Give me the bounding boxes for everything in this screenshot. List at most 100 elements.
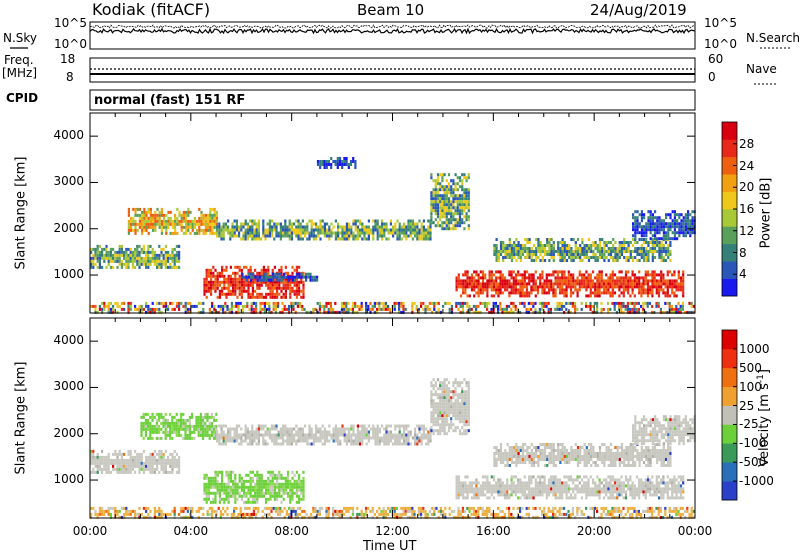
heatmap-cell	[558, 301, 561, 305]
heatmap-cell	[209, 228, 212, 232]
heatmap-cell	[164, 418, 167, 422]
heatmap-cell	[191, 222, 194, 226]
heatmap-cell	[211, 512, 214, 516]
heatmap-cell	[613, 301, 616, 305]
heatmap-cell	[307, 515, 310, 519]
heatmap-cell	[439, 173, 442, 177]
heatmap-cell	[136, 250, 139, 254]
heatmap-cell	[385, 222, 388, 226]
heatmap-cell	[221, 485, 224, 489]
heatmap-cell	[290, 301, 293, 305]
heatmap-cell	[140, 433, 143, 437]
heatmap-cell	[607, 282, 610, 286]
heatmap-cell	[283, 275, 286, 279]
heatmap-cell	[490, 282, 493, 286]
heatmap-cell	[465, 215, 468, 219]
heatmap-cell	[568, 244, 571, 247]
heatmap-cell	[167, 225, 170, 229]
heatmap-cell	[385, 237, 388, 241]
heatmap-cell	[197, 433, 200, 437]
heatmap-cell	[263, 275, 266, 279]
heatmap-cell	[178, 470, 181, 474]
heatmap-cell	[280, 271, 283, 275]
heatmap-cell	[189, 515, 192, 519]
heatmap-cell	[618, 301, 621, 305]
heatmap-cell	[681, 512, 684, 516]
heatmap-cell	[552, 509, 555, 513]
heatmap-cell	[689, 234, 692, 238]
heatmap-cell	[136, 244, 139, 248]
heatmap-cell	[176, 231, 179, 235]
heatmap-cell	[103, 307, 106, 311]
heatmap-cell	[145, 262, 148, 266]
heatmap-cell	[609, 512, 612, 516]
heatmap-cell	[431, 301, 434, 305]
heatmap-cell	[158, 222, 161, 226]
heatmap-cell	[223, 497, 226, 501]
heatmap-cell	[634, 247, 637, 250]
heatmap-cell	[662, 222, 665, 226]
heatmap-cell	[400, 512, 403, 516]
heatmap-cell	[284, 231, 287, 235]
heatmap-cell	[203, 473, 206, 477]
heatmap-cell	[178, 458, 181, 462]
heatmap-cell	[162, 247, 165, 251]
heatmap-cell	[455, 282, 458, 286]
heatmap-cell	[96, 310, 99, 314]
heatmap-cell	[671, 288, 674, 292]
heatmap-cell	[459, 282, 463, 286]
heatmap-cell	[623, 250, 626, 253]
heatmap-cell	[145, 222, 148, 226]
heatmap-cell	[345, 225, 348, 229]
heatmap-cell	[205, 280, 208, 284]
heatmap-cell	[667, 213, 670, 217]
heatmap-cell	[587, 282, 590, 286]
heatmap-cell	[232, 488, 235, 492]
heatmap-cell	[605, 256, 608, 259]
heatmap-cell	[147, 231, 150, 235]
heatmap-cell	[675, 279, 678, 283]
heatmap-cell	[426, 515, 429, 519]
heatmap-cell	[673, 310, 676, 314]
heatmap-cell	[176, 216, 179, 220]
heatmap-cell	[626, 310, 629, 314]
heatmap-cell	[263, 278, 266, 282]
heatmap-cell	[207, 488, 210, 492]
heatmap-cell	[127, 307, 130, 311]
heatmap-cell	[367, 506, 370, 510]
heatmap-cell	[372, 219, 375, 223]
heatmap-cell	[578, 282, 581, 286]
heatmap-cell	[532, 310, 535, 314]
heatmap-cell	[415, 304, 418, 308]
heatmap-cell	[525, 310, 528, 314]
heatmap-cell	[114, 256, 117, 260]
heatmap-cell	[153, 415, 156, 419]
heatmap-cell	[90, 512, 93, 516]
heatmap-cell	[554, 294, 557, 298]
heatmap-cell	[288, 307, 291, 311]
heatmap-cell	[107, 452, 110, 456]
heatmap-cell	[611, 273, 614, 277]
heatmap-cell	[403, 225, 406, 229]
heatmap-cell	[243, 485, 246, 489]
heatmap-cell	[239, 506, 242, 510]
heatmap-cell	[180, 418, 183, 422]
heatmap-cell	[267, 497, 270, 501]
heatmap-cell	[164, 304, 167, 308]
heatmap-cell	[461, 206, 464, 210]
heatmap-cell	[134, 304, 137, 308]
heatmap-cell	[569, 273, 573, 277]
heatmap-cell	[384, 301, 387, 305]
heatmap-cell	[635, 279, 639, 283]
heatmap-cell	[140, 307, 143, 311]
heatmap-cell	[563, 244, 566, 247]
heatmap-cell	[305, 310, 308, 314]
heatmap-cell	[430, 215, 433, 219]
heatmap-cell	[527, 301, 530, 305]
heatmap-cell	[524, 256, 527, 259]
heatmap-cell	[160, 455, 163, 459]
heatmap-cell	[519, 247, 522, 250]
heatmap-cell	[636, 253, 639, 256]
heatmap-cell	[107, 467, 110, 471]
heatmap-cell	[312, 310, 315, 314]
